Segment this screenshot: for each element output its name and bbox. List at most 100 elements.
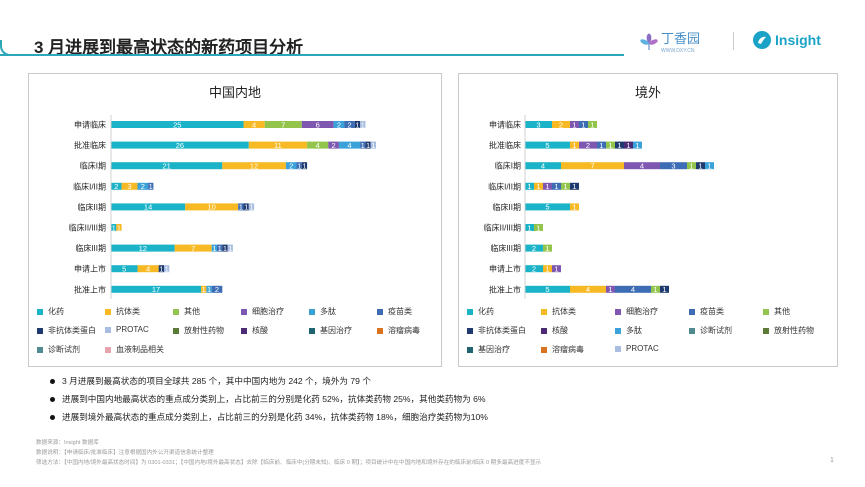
bar-segment [354, 121, 361, 128]
legend-swatch [615, 308, 621, 315]
footnote-source: 数据来源：Insight 数据库 [36, 440, 99, 446]
bar-segment [696, 162, 705, 170]
data-label: 2 [532, 244, 536, 253]
data-label: 1 [297, 162, 301, 171]
bar-segment [615, 285, 651, 293]
legend-label: 核酸 [252, 326, 268, 335]
legend-label: 诊断试剂 [48, 345, 80, 354]
legend-swatch [763, 327, 769, 334]
data-label: 6 [316, 120, 320, 129]
data-label: 21 [162, 162, 170, 171]
legend-swatch [105, 308, 111, 315]
data-label: 1 [228, 244, 232, 253]
legend-swatch [105, 326, 111, 333]
bar-segment [660, 285, 669, 293]
data-label: 5 [122, 265, 126, 274]
legend-label: 放射性药物 [184, 326, 224, 335]
bar-segment [222, 162, 286, 170]
legend-swatch [105, 346, 111, 353]
category-label: 申请临床 [489, 120, 521, 130]
legend-label: 疫苗类 [388, 307, 412, 316]
legend-swatch [615, 345, 621, 352]
data-label: 2 [289, 162, 293, 171]
data-label: 5 [545, 141, 549, 150]
data-label: 1 [361, 120, 365, 129]
bar-segment [296, 162, 302, 170]
legend-item: 基因治疗 [309, 325, 352, 336]
data-label: 1 [653, 285, 657, 294]
bar-segment [552, 182, 561, 190]
bar-segment [570, 203, 579, 211]
data-label: 1 [361, 141, 365, 150]
data-label: 1 [223, 244, 227, 253]
data-label: 4 [640, 162, 644, 171]
bar-segment [534, 224, 543, 231]
bar-segment [264, 121, 302, 128]
legend-swatch [541, 327, 547, 334]
page-number: 1 [830, 457, 834, 464]
logo-separator [733, 32, 734, 50]
legend-label: 基因治疗 [320, 326, 352, 335]
bar-segment [579, 121, 588, 128]
data-label: 2 [586, 141, 590, 150]
category-label: 批准上市 [489, 284, 521, 294]
dxy-logo-text: 丁香园 [661, 31, 701, 46]
bar-segment [552, 121, 570, 128]
data-label: 4 [541, 162, 545, 171]
category-label: 临床I/II期 [73, 181, 106, 191]
bar-segment [248, 203, 255, 211]
bar-segment [570, 285, 606, 293]
bar-segment [360, 121, 366, 128]
data-label: 2 [141, 182, 145, 191]
bar-segment [624, 162, 660, 170]
data-label: 1 [218, 244, 222, 253]
legend-label: 诊断试剂 [700, 326, 732, 335]
data-label: 2 [114, 182, 118, 191]
data-label: 1 [707, 162, 711, 171]
legend-item: 多肽 [309, 306, 336, 317]
data-label: 4 [631, 285, 635, 294]
legend-item: 放射性药物 [173, 325, 224, 336]
bar-segment [561, 182, 570, 190]
legend-swatch [377, 308, 383, 315]
flower-icon [640, 33, 658, 50]
category-label: 临床II/III期 [484, 223, 521, 233]
bar-segment [201, 285, 207, 293]
data-label: 25 [173, 120, 181, 129]
bar-segment [525, 224, 534, 231]
dxy-logo: 丁香园 WWW.DXY.CN [640, 30, 700, 54]
bar-segment [211, 244, 217, 252]
legend-swatch [241, 308, 247, 315]
data-label: 12 [139, 244, 147, 253]
category-label: 临床III期 [75, 243, 106, 253]
data-label: 3 [536, 120, 540, 129]
legend-label: 其他 [774, 307, 790, 316]
bar-segment [137, 265, 159, 273]
legend-item: PROTAC [615, 344, 659, 353]
bar-segment [111, 285, 202, 293]
data-label: 12 [250, 162, 258, 171]
bar-segment [116, 224, 122, 231]
legend-item: 非抗体类蛋白 [37, 325, 96, 336]
chart-panel-mainland: 中国内地 申请临床 25 4 7 6 2 2 1 1 批准临床 26 11 4 2 4 1 1 1 临床I期 21 12… [28, 73, 442, 367]
bar-segment [570, 121, 579, 128]
legend-label: 放射性药物 [774, 326, 814, 335]
legend-label: PROTAC [116, 325, 149, 334]
data-label: 4 [586, 285, 590, 294]
bar-segment [570, 182, 579, 190]
bar-segment [525, 244, 543, 252]
bar-segment [111, 141, 249, 149]
data-label: 1 [590, 120, 594, 129]
footnote-method: 筛选方法：【中国内地/境外最高状态时间】为 0301-0331；【中国内地/境外… [36, 460, 542, 466]
data-label: 1 [635, 141, 639, 150]
bar-segment [307, 141, 329, 149]
bar-segment [148, 182, 154, 190]
footnote-description: 数据说明：【申请临床/批准临床】注意根据国内外公开渠道信息统计整理 [36, 450, 214, 456]
data-label: 2 [532, 265, 536, 274]
insight-logo-text: Insight [775, 32, 821, 48]
data-label: 1 [202, 285, 206, 294]
data-label: 7 [191, 244, 195, 253]
data-label: 1 [554, 265, 558, 274]
bar-segment [111, 244, 175, 252]
data-label: 1 [371, 141, 375, 150]
